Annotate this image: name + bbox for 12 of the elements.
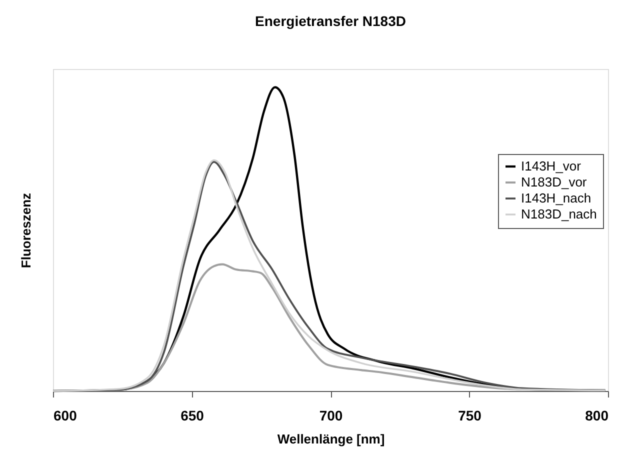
x-axis-title: Wellenlänge [nm] xyxy=(277,432,385,446)
legend-label: I143H_vor xyxy=(521,158,582,174)
x-tick-label: 750 xyxy=(458,408,482,424)
x-tick-label: 800 xyxy=(585,408,609,424)
legend-label: N183D_nach xyxy=(521,206,597,222)
chart-title: Energietransfer N183D xyxy=(255,13,406,29)
legend-label: I143H_nach xyxy=(521,190,592,206)
x-tick-label: 600 xyxy=(54,408,78,424)
x-tick-label: 650 xyxy=(180,408,204,424)
x-tick-label: 700 xyxy=(319,408,343,424)
y-axis-title: Fluoreszenz xyxy=(18,192,34,268)
legend-label: N183D_vor xyxy=(521,174,588,190)
